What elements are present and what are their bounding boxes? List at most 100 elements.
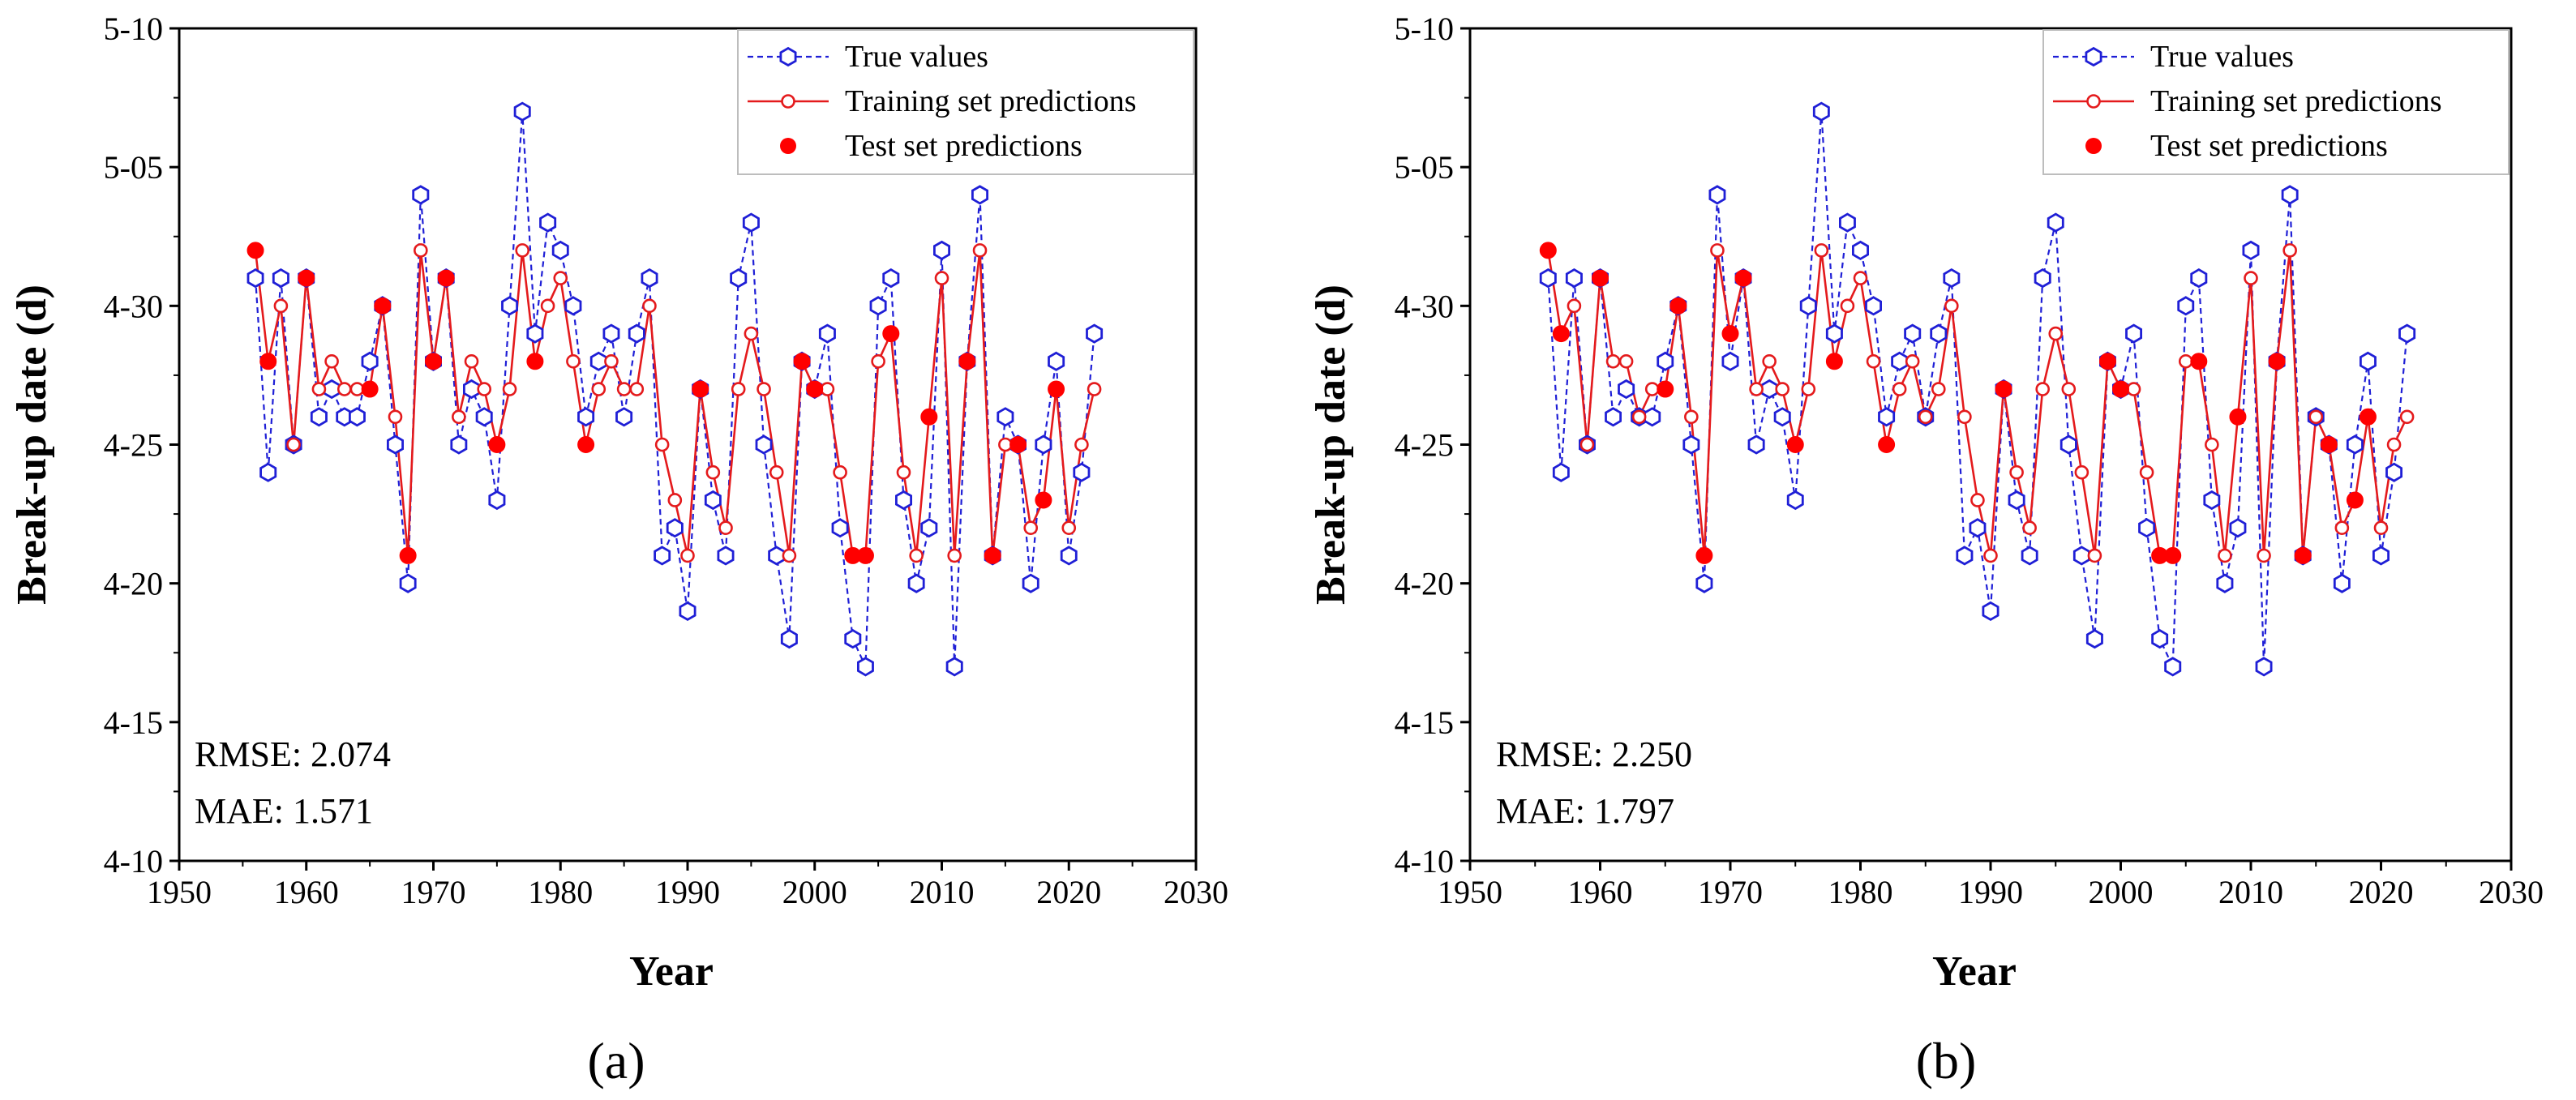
true-value-point bbox=[679, 601, 697, 622]
true-value-point bbox=[1851, 240, 1870, 261]
training-prediction-point bbox=[1762, 353, 1777, 369]
test-prediction-point bbox=[1592, 269, 1609, 287]
y-tick-label: 4-30 bbox=[104, 288, 163, 324]
test-prediction-point bbox=[488, 436, 506, 453]
test-prediction-point bbox=[1539, 242, 1557, 259]
test-prediction-point bbox=[577, 436, 595, 453]
test-prediction-point bbox=[2320, 436, 2338, 453]
test-prediction-point bbox=[2229, 408, 2247, 426]
training-prediction-point bbox=[2009, 464, 2024, 480]
true-value-point bbox=[1865, 296, 1883, 316]
x-tick-label: 1990 bbox=[655, 874, 720, 910]
test-prediction-point bbox=[1657, 380, 1674, 398]
test-prediction-point bbox=[882, 325, 900, 343]
training-prediction-point bbox=[2386, 437, 2402, 452]
training-prediction-point bbox=[540, 298, 555, 314]
legend-true-marker bbox=[2085, 46, 2102, 67]
training-prediction-point bbox=[452, 409, 466, 425]
true-value-point bbox=[615, 407, 633, 427]
training-prediction-point bbox=[1074, 437, 1089, 452]
true-value-point bbox=[780, 628, 798, 649]
test-prediction-point bbox=[399, 546, 417, 564]
legend-label-test: Test set predictions bbox=[845, 129, 1082, 163]
true-value-point bbox=[945, 657, 963, 677]
true-value-point bbox=[730, 268, 748, 289]
true-value-point bbox=[1035, 434, 1052, 455]
training-prediction-point bbox=[667, 493, 683, 507]
training-prediction-point bbox=[654, 437, 670, 452]
training-prediction-point bbox=[629, 382, 645, 396]
test-prediction-point bbox=[1669, 297, 1687, 315]
chart-panel-a: 1950 1960 1970 1980 1990 2000 2010 2020 2030 4-10… bbox=[9, 11, 1228, 1089]
true-value-point bbox=[399, 573, 417, 593]
x-tick-label: 2030 bbox=[1164, 874, 1228, 910]
y-axis-title: Break-up date (d) bbox=[1308, 285, 1354, 605]
true-value-point bbox=[526, 323, 544, 344]
true-value-point bbox=[2008, 490, 2025, 511]
true-value-point bbox=[577, 407, 595, 427]
panel-label: (a) bbox=[587, 1032, 645, 1089]
training-prediction-point bbox=[2399, 409, 2415, 425]
true-value-point bbox=[475, 407, 493, 427]
test-prediction-point bbox=[692, 380, 709, 398]
training-prediction-point bbox=[2373, 520, 2389, 536]
training-predictions-line bbox=[254, 250, 1095, 557]
x-tick-label: 2020 bbox=[1036, 874, 1101, 910]
true-value-point bbox=[539, 212, 557, 233]
training-prediction-point bbox=[477, 382, 492, 396]
x-tick-label: 1970 bbox=[401, 874, 466, 910]
y-tick-label: 4-20 bbox=[104, 566, 163, 602]
training-prediction-point bbox=[1866, 353, 1881, 369]
legend-test-marker bbox=[2085, 138, 2102, 154]
true-value-point bbox=[2229, 518, 2247, 538]
test-prediction-point bbox=[984, 546, 1001, 564]
x-tick-label: 1950 bbox=[1438, 874, 1502, 910]
true-value-point bbox=[2060, 434, 2077, 455]
training-prediction-point bbox=[1631, 409, 1647, 425]
true-value-point bbox=[1904, 323, 1922, 344]
true-value-point bbox=[2138, 518, 2156, 538]
training-prediction-point bbox=[769, 464, 784, 480]
true-value-point bbox=[920, 518, 938, 538]
true-value-point bbox=[1773, 407, 1791, 427]
training-prediction-point bbox=[757, 382, 771, 396]
true-value-point bbox=[1982, 601, 2000, 622]
test-prediction-point bbox=[793, 353, 811, 370]
true-values-line bbox=[254, 111, 1095, 667]
training-prediction-point bbox=[1801, 382, 1816, 396]
training-prediction-point bbox=[2022, 520, 2037, 536]
training-prediction-point bbox=[566, 353, 581, 369]
rmse-text: RMSE: 2.250 bbox=[1496, 734, 1692, 774]
panel-label: (b) bbox=[1916, 1032, 1977, 1089]
test-prediction-point bbox=[298, 269, 315, 287]
true-value-point bbox=[1060, 546, 1078, 566]
training-prediction-point bbox=[286, 437, 301, 452]
training-prediction-point bbox=[414, 243, 428, 258]
true-value-point bbox=[1760, 379, 1778, 400]
true-value-point bbox=[1930, 323, 1948, 344]
training-prediction-point bbox=[2061, 382, 2077, 396]
true-value-point bbox=[818, 323, 836, 344]
training-prediction-point bbox=[2244, 271, 2258, 285]
true-value-point bbox=[997, 407, 1014, 427]
training-prediction-point bbox=[2334, 520, 2350, 536]
test-prediction-point bbox=[1721, 325, 1739, 343]
training-prediction-point bbox=[934, 271, 949, 285]
training-prediction-point bbox=[388, 409, 403, 425]
true-value-point bbox=[488, 490, 506, 511]
true-value-point bbox=[907, 573, 925, 593]
legend-training-marker bbox=[2086, 94, 2101, 109]
legend-label-true: True values bbox=[845, 40, 988, 74]
test-prediction-point bbox=[2112, 380, 2129, 398]
y-tick-label: 4-30 bbox=[1395, 288, 1454, 324]
true-value-point bbox=[259, 462, 277, 482]
y-tick-label: 4-15 bbox=[1395, 704, 1454, 741]
x-tick-label: 2000 bbox=[2089, 874, 2154, 910]
true-value-point bbox=[1812, 101, 1830, 122]
true-value-point bbox=[1891, 351, 1909, 371]
true-value-point bbox=[1838, 212, 1856, 233]
training-prediction-point bbox=[1567, 298, 1582, 314]
true-value-point bbox=[2021, 546, 2038, 566]
true-value-point bbox=[717, 546, 735, 566]
true-value-point bbox=[1682, 434, 1700, 455]
